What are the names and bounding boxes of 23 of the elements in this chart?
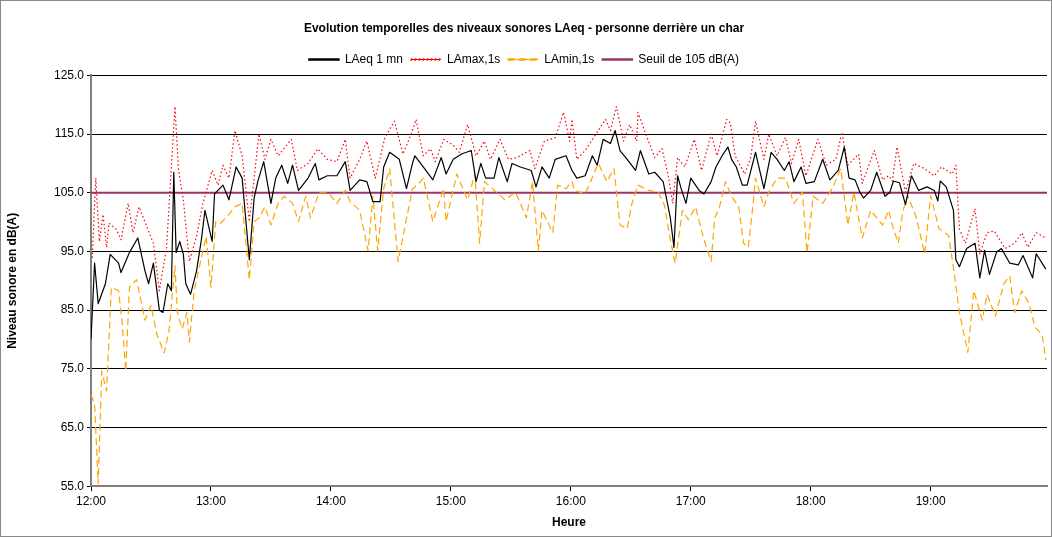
- y-tick-label: 55.0: [60, 478, 85, 493]
- x-tick-label: 13:00: [195, 493, 227, 508]
- x-tick-label: 14:00: [315, 493, 347, 508]
- y-tick-label: 115.0: [54, 126, 85, 141]
- y-tick-label: 65.0: [60, 419, 85, 434]
- x-tick-label: 17:00: [675, 493, 707, 508]
- x-tick-label: 19:00: [915, 493, 946, 508]
- y-tick-label: 85.0: [60, 302, 85, 317]
- y-tick-label: 95.0: [60, 243, 85, 258]
- x-tick-label: 15:00: [435, 493, 467, 508]
- y-tick-label: 75.0: [60, 361, 85, 376]
- x-tick-label: 18:00: [795, 493, 827, 508]
- legend-label: LAmin,1s: [544, 51, 595, 66]
- y-tick-label: 105.0: [53, 185, 85, 200]
- chart-title: Evolution temporelles des niveaux sonores LAeq - personne derrière un char: [303, 20, 745, 35]
- y-axis-title: Niveau sonore en dB(A): [4, 212, 19, 349]
- x-tick-label: 16:00: [555, 493, 587, 508]
- y-tick-label: 125.0: [53, 67, 85, 82]
- legend-label: LAmax,1s: [446, 51, 501, 66]
- x-axis-title: Heure: [551, 515, 587, 530]
- legend-label: LAeq 1 mn: [344, 51, 403, 66]
- legend-label: Seuil de 105 dB(A): [638, 51, 740, 66]
- x-tick-label: 12:00: [75, 493, 107, 508]
